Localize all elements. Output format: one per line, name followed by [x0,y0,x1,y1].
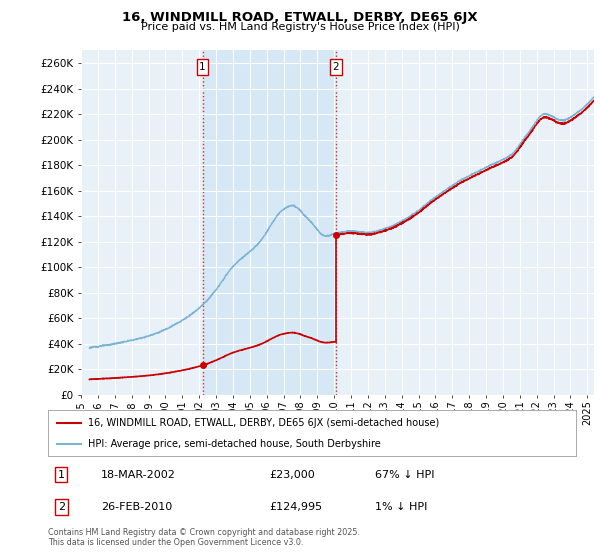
Text: 67% ↓ HPI: 67% ↓ HPI [376,470,435,480]
Text: Contains HM Land Registry data © Crown copyright and database right 2025.
This d: Contains HM Land Registry data © Crown c… [48,528,360,547]
Text: 1: 1 [58,470,65,480]
Text: £23,000: £23,000 [270,470,316,480]
Bar [203,50,336,395]
Text: 18-MAR-2002: 18-MAR-2002 [101,470,176,480]
Text: 1: 1 [199,62,206,72]
Text: 2: 2 [58,502,65,512]
Text: £124,995: £124,995 [270,502,323,512]
Text: 1% ↓ HPI: 1% ↓ HPI [376,502,428,512]
Text: 16, WINDMILL ROAD, ETWALL, DERBY, DE65 6JX (semi-detached house): 16, WINDMILL ROAD, ETWALL, DERBY, DE65 6… [88,418,439,428]
Text: 2: 2 [332,62,339,72]
Text: Price paid vs. HM Land Registry's House Price Index (HPI): Price paid vs. HM Land Registry's House … [140,22,460,32]
Text: 26-FEB-2010: 26-FEB-2010 [101,502,172,512]
Text: 16, WINDMILL ROAD, ETWALL, DERBY, DE65 6JX: 16, WINDMILL ROAD, ETWALL, DERBY, DE65 6… [122,11,478,24]
Text: HPI: Average price, semi-detached house, South Derbyshire: HPI: Average price, semi-detached house,… [88,439,380,449]
